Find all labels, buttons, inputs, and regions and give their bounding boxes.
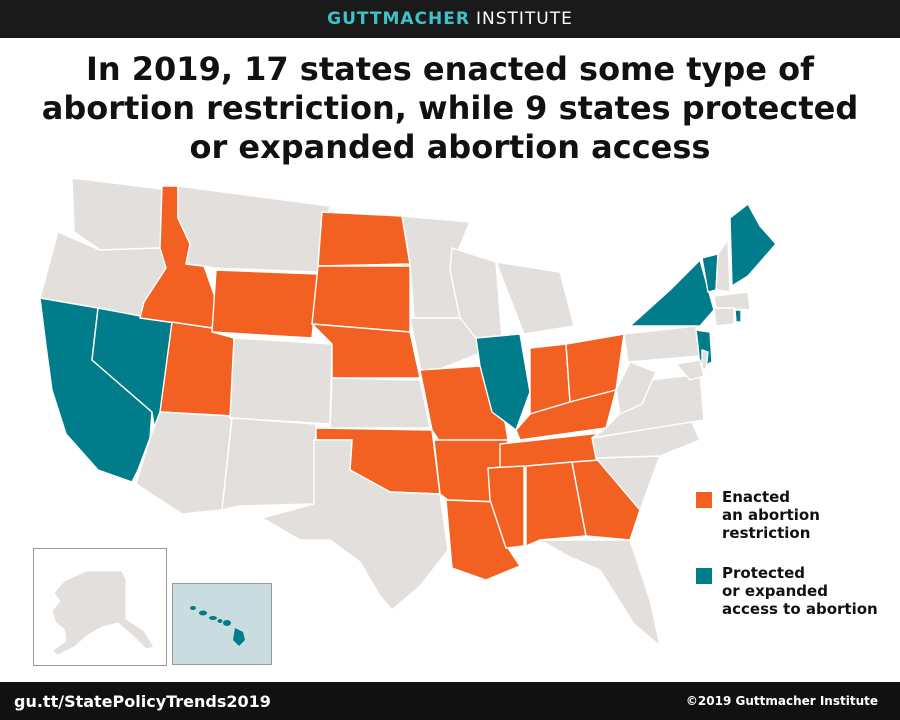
state-SD: [311, 265, 411, 333]
map-legend: Enacted an abortion restriction Protecte…: [696, 488, 896, 640]
state-MD: [675, 359, 705, 381]
state-RI: [734, 309, 742, 323]
legend-label-restriction: Enacted an abortion restriction: [722, 488, 820, 542]
us-map: [39, 177, 777, 647]
state-HI: [190, 606, 245, 646]
alaska-inset: [33, 548, 167, 666]
state-PA: [623, 325, 701, 363]
state-NM: [221, 417, 317, 511]
state-WA: [71, 177, 171, 251]
brand-name-primary: GUTTMACHER: [327, 9, 470, 29]
state-AK: [51, 570, 155, 656]
state-FL: [539, 539, 661, 647]
footer-bar: gu.tt/StatePolicyTrends2019 ©2019 Guttma…: [0, 682, 900, 720]
state-WV: [615, 361, 657, 415]
state-UT: [159, 321, 235, 417]
state-ME: [729, 203, 777, 287]
legend-item-restriction: Enacted an abortion restriction: [696, 488, 896, 542]
state-CT: [713, 307, 735, 327]
state-ND: [317, 211, 411, 267]
state-KS: [329, 377, 431, 429]
alaska-map: [51, 570, 155, 656]
hawaii-map: [173, 584, 271, 664]
source-link[interactable]: gu.tt/StatePolicyTrends2019: [14, 691, 271, 711]
legend-label-protected: Protected or expanded access to abortion: [722, 564, 878, 618]
legend-item-protected: Protected or expanded access to abortion: [696, 564, 896, 618]
restriction-swatch: [696, 492, 712, 508]
state-AL: [525, 461, 587, 547]
copyright-text: ©2019 Guttmacher Institute: [685, 694, 878, 708]
state-CO: [229, 337, 333, 425]
page-title: In 2019, 17 states enacted some type of …: [41, 50, 859, 166]
states-layer: [39, 177, 777, 647]
brand-name-secondary: INSTITUTE: [475, 9, 573, 29]
state-GA: [571, 459, 641, 541]
state-TX: [261, 439, 449, 611]
state-MS: [487, 465, 525, 549]
state-NH: [715, 239, 731, 293]
brand-header: GUTTMACHER INSTITUTE: [0, 0, 900, 38]
state-DE: [701, 349, 709, 371]
state-MI: [495, 261, 575, 335]
hawaii-inset: [172, 583, 272, 665]
state-NE: [311, 323, 421, 379]
protected-swatch: [696, 568, 712, 584]
state-WY: [211, 269, 319, 339]
state-MT: [177, 185, 331, 273]
state-NY: [629, 259, 715, 327]
state-MA: [713, 291, 751, 311]
